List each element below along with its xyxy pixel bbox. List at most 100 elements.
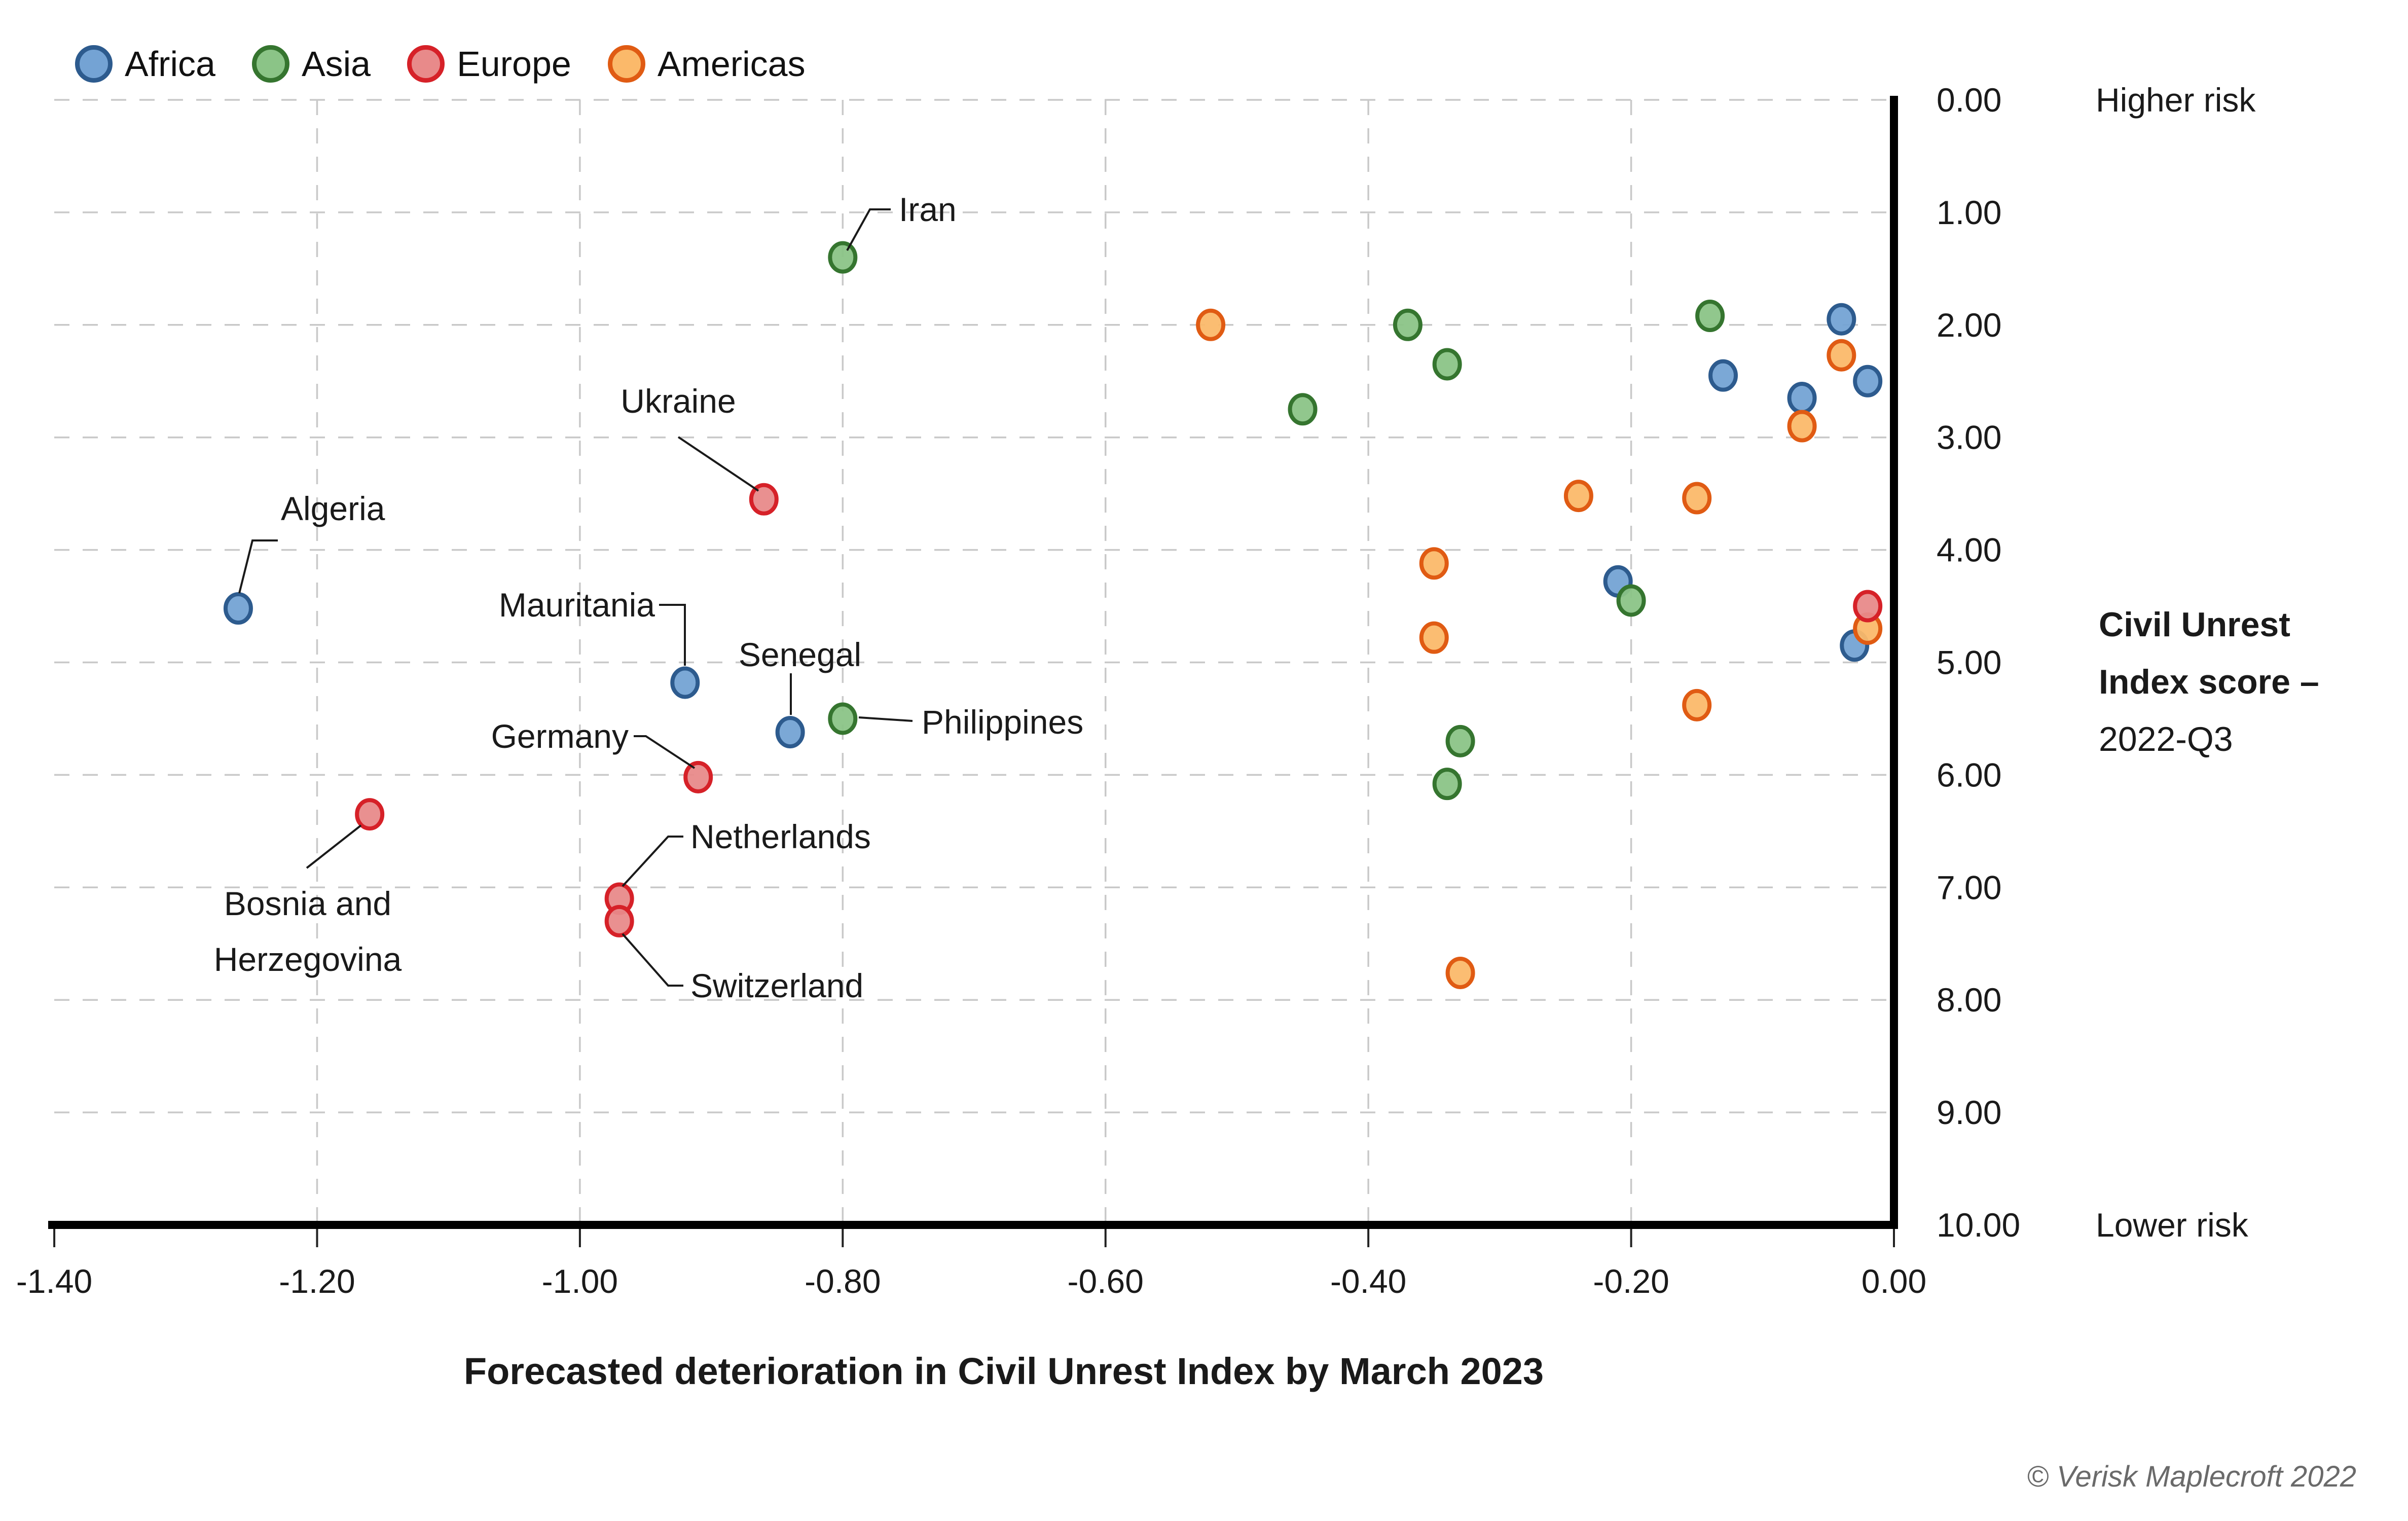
y-tick-label: 0.00 <box>1937 81 2001 119</box>
y-tick-label: 10.00 <box>1937 1206 2020 1244</box>
y-tick-label: 6.00 <box>1937 756 2001 793</box>
data-point-asia-iran <box>828 241 858 274</box>
data-point-europe-germany <box>683 760 713 793</box>
y-tick-label: 8.00 <box>1937 981 2001 1019</box>
x-tick-label: 0.00 <box>1862 1262 1926 1300</box>
y-tick-label: 2.00 <box>1937 306 2001 344</box>
data-point-americas <box>1445 956 1475 989</box>
x-tick-label: -1.20 <box>279 1262 355 1300</box>
data-point-asia <box>1393 308 1422 341</box>
y-axis-title-line3: 2022-Q3 <box>2099 720 2233 758</box>
annotation-label: Netherlands <box>690 818 871 855</box>
data-point-americas <box>1419 547 1449 580</box>
data-point-africa-algeria <box>223 592 253 625</box>
annotation-label: Germany <box>491 717 629 755</box>
y-axis-title-line1: Civil Unrest <box>2099 605 2290 644</box>
x-tick-label: -0.80 <box>805 1262 881 1300</box>
legend-dot-asia-icon <box>251 45 289 83</box>
legend-label: Asia <box>301 44 371 84</box>
x-tick-label: -0.20 <box>1593 1262 1669 1300</box>
annotation-label: Iran <box>899 191 957 228</box>
x-tick-label: -1.40 <box>16 1262 92 1300</box>
annotation-leader-line <box>622 933 683 987</box>
y-tick-label: 9.00 <box>1937 1094 2001 1131</box>
x-tick-label: -0.60 <box>1068 1262 1144 1300</box>
annotation-label: Switzerland <box>690 967 863 1004</box>
copyright: © Verisk Maplecroft 2022 <box>2027 1460 2356 1493</box>
legend-item-europe: Europe <box>407 44 571 84</box>
annotation-label: Philippines <box>922 703 1083 741</box>
annotation-leader-line <box>634 735 696 769</box>
data-point-americas <box>1682 482 1712 515</box>
y-tick-label: 3.00 <box>1937 419 2001 456</box>
annotation-label: Algeria <box>281 490 385 527</box>
legend-dot-africa-icon <box>75 45 113 83</box>
x-tick-label: -1.00 <box>542 1262 618 1300</box>
data-points <box>223 241 1883 989</box>
axes <box>48 96 1898 1247</box>
higher-risk-label: Higher risk <box>2096 81 2256 119</box>
gridlines <box>54 99 1890 1221</box>
data-point-americas <box>1419 621 1449 654</box>
legend-label: Americas <box>657 44 806 84</box>
legend-label: Europe <box>457 44 571 84</box>
annotation-leader-line <box>677 436 759 492</box>
annotation-leader-line <box>622 836 683 887</box>
data-point-asia <box>1432 348 1462 381</box>
annotation-leader-line <box>858 716 913 722</box>
data-point-asia <box>1288 393 1318 426</box>
legend-label: Africa <box>125 44 215 84</box>
y-axis-title-line2: Index score – <box>2099 663 2319 701</box>
y-axis-line <box>1890 96 1898 1229</box>
data-point-americas <box>1787 410 1817 443</box>
chart-title: Forecasted deterioration in Civil Unrest… <box>464 1350 1544 1392</box>
x-axis-line <box>48 1221 1898 1229</box>
annotation-label: Mauritania <box>499 586 655 624</box>
data-point-africa-mauritania <box>670 666 700 699</box>
lower-risk-label: Lower risk <box>2096 1206 2249 1244</box>
y-tick-label: 5.00 <box>1937 644 2001 681</box>
data-point-europe-switzerland <box>604 904 634 937</box>
annotation-label-line: Herzegovina <box>214 940 402 978</box>
legend-item-asia: Asia <box>251 44 371 84</box>
country-annotations: Iran Ukraine Algeria Mauritania Senegal Phili… <box>214 191 1083 1004</box>
data-point-asia <box>1445 725 1475 757</box>
legend-item-africa: Africa <box>75 44 215 84</box>
data-point-europe-bosnia-and-herzegovina <box>355 798 385 831</box>
y-tick-labels: 0.00 1.00 2.00 3.00 4.00 5.00 6.00 7.00 8.00 9.00… <box>1937 81 2020 1244</box>
data-point-americas <box>1827 339 1856 372</box>
annotation-label: Senegal <box>739 636 861 673</box>
data-point-europe <box>1853 590 1883 623</box>
data-point-africa <box>1787 382 1817 415</box>
annotation-label-line: Bosnia and <box>224 885 391 922</box>
annotation-leader-line <box>846 208 891 251</box>
y-tick-label: 4.00 <box>1937 531 2001 569</box>
y-tick-label: 7.00 <box>1937 868 2001 906</box>
legend-dot-americas-icon <box>607 45 645 83</box>
annotation-label: Ukraine <box>621 382 736 420</box>
y-tick-label: 1.00 <box>1937 194 2001 231</box>
x-tick-labels: -1.40 -1.20 -1.00 -0.80 -0.60 -0.40 -0.20 0.00 <box>16 1262 1926 1300</box>
annotation-label: Bosnia and Herzegovina <box>214 885 402 978</box>
data-point-africa <box>1853 365 1883 397</box>
annotation-leader-line <box>659 604 686 666</box>
x-tick-label: -0.40 <box>1330 1262 1406 1300</box>
data-point-africa-senegal <box>775 716 805 749</box>
data-point-asia <box>1616 584 1646 617</box>
annotation-leader-line <box>238 539 278 594</box>
data-point-americas <box>1682 689 1712 721</box>
data-point-americas <box>1563 480 1593 513</box>
legend: Africa Asia Europe Americas <box>75 44 806 84</box>
y-axis-title: Civil Unrest Index score – 2022-Q3 <box>2099 605 2319 758</box>
annotation-leader-line <box>306 824 362 869</box>
data-point-africa <box>1827 303 1856 336</box>
data-point-europe-ukraine <box>749 483 779 516</box>
legend-dot-europe-icon <box>407 45 445 83</box>
data-point-asia-philippines <box>828 702 858 735</box>
data-point-americas <box>1196 308 1226 341</box>
data-point-asia <box>1432 768 1462 801</box>
legend-item-americas: Americas <box>607 44 806 84</box>
data-point-africa <box>1708 359 1738 392</box>
